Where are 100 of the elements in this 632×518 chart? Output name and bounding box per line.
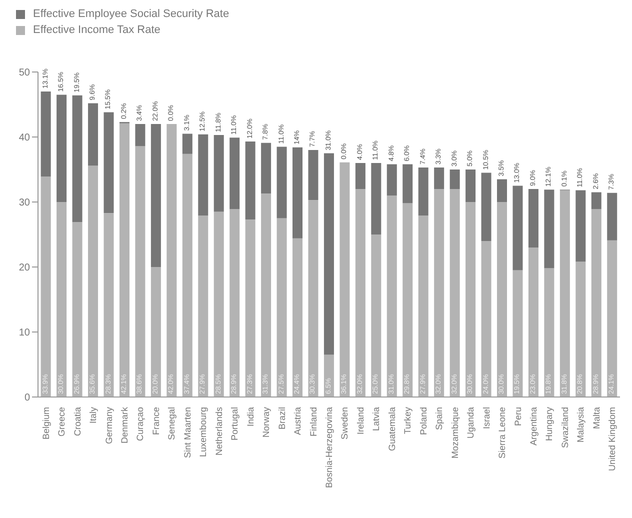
x-tick-label: Guatemala: [386, 407, 397, 452]
bar: [214, 135, 224, 212]
bar: [528, 248, 538, 397]
bar: [496, 202, 507, 397]
bar: [261, 142, 272, 194]
bar: [340, 162, 350, 397]
bar: [607, 240, 618, 397]
bar: [371, 163, 382, 234]
bar: [276, 146, 287, 218]
x-tick-label: Sweden: [340, 407, 350, 440]
bar: [355, 163, 366, 189]
x-tick-label: Brazil: [276, 407, 287, 430]
bar: [576, 262, 586, 397]
bar: [402, 164, 413, 204]
x-tick-label: Swaziland: [560, 407, 570, 448]
bar: [402, 203, 413, 397]
y-tick-label: 0: [24, 392, 30, 404]
bar: [512, 186, 523, 270]
x-tick-label: Argentina: [528, 407, 538, 446]
x-tick-label: Finland: [308, 407, 318, 437]
x-tick-label: Greece: [56, 407, 67, 437]
bar: [418, 168, 428, 216]
bar: [450, 170, 460, 189]
bar: [119, 123, 130, 397]
x-tick-label: Mozambique: [450, 407, 460, 459]
bar: [182, 154, 192, 397]
bar: [245, 142, 256, 220]
bar: [150, 267, 161, 397]
bar: [135, 146, 146, 397]
bar: [418, 216, 428, 397]
bar: [72, 95, 82, 222]
bar: [56, 202, 67, 397]
x-tick-label: Belgium: [40, 407, 51, 440]
x-tick-label: India: [245, 407, 256, 427]
bar: [182, 134, 192, 154]
x-tick-label: United Kingdom: [607, 407, 618, 472]
bar: [230, 138, 240, 210]
x-tick-label: Poland: [418, 407, 428, 436]
bar: [261, 194, 272, 397]
x-tick-label: Peru: [512, 407, 523, 426]
x-tick-label: Luxembourg: [198, 407, 208, 458]
bar: [355, 189, 366, 397]
bar: [40, 176, 51, 397]
x-tick-label: Germany: [104, 406, 114, 444]
x-tick-label: Latvia: [371, 407, 382, 432]
x-tick-label: Ireland: [355, 407, 366, 435]
bar: [88, 166, 98, 397]
bar: [591, 192, 602, 210]
x-tick-label: Sint Maarten: [182, 407, 192, 458]
bar: [560, 190, 570, 397]
bar: [324, 153, 334, 355]
bar: [496, 179, 507, 202]
x-tick-label: France: [150, 407, 161, 436]
y-tick-label: 50: [18, 68, 30, 79]
bar: [166, 124, 177, 397]
bar: [450, 189, 460, 397]
x-tick-label: Bosnia-Herzegovina: [324, 407, 334, 488]
bar: [308, 200, 318, 397]
bar: [386, 164, 397, 196]
bar: [245, 220, 256, 397]
y-tick-label: 20: [18, 262, 30, 274]
bar: [198, 216, 208, 397]
bar: [292, 238, 303, 397]
bar: [104, 213, 114, 397]
x-tick-label: Senegal: [166, 407, 177, 440]
legend-label: Effective Income Tax Rate: [33, 24, 160, 36]
bar: [466, 170, 476, 202]
x-tick-label: Curaçao: [135, 407, 146, 442]
x-tick-label: Sierra Leone: [497, 407, 508, 459]
bar: [466, 202, 476, 397]
x-tick-label: Netherlands: [214, 406, 224, 456]
bar: [434, 168, 444, 189]
y-tick-label: 40: [18, 132, 30, 144]
x-tick-label: Malaysia: [576, 407, 586, 443]
y-tick-label: 10: [18, 328, 30, 339]
x-tick-label: Hungary: [544, 406, 554, 442]
bar: [40, 92, 51, 177]
x-tick-label: Uganda: [466, 407, 476, 439]
bar: [276, 218, 287, 397]
x-tick-label: Turkey: [402, 406, 413, 434]
bar: [591, 209, 602, 397]
bar: [104, 112, 114, 214]
bar: [198, 134, 208, 216]
bar: [434, 189, 444, 397]
legend-label: Effective Employee Social Security Rate: [33, 8, 230, 20]
bar: [56, 94, 67, 202]
y-tick-label: 30: [18, 198, 30, 209]
x-tick-label: Croatia: [72, 407, 82, 436]
bar: [214, 212, 224, 397]
x-tick-label: Denmark: [120, 406, 130, 444]
x-tick-label: Malta: [591, 407, 602, 430]
bar: [386, 196, 397, 397]
bar: [135, 124, 146, 146]
x-tick-label: Spain: [434, 407, 444, 430]
bar: [481, 172, 492, 241]
bar: [544, 190, 554, 268]
bar: [308, 150, 318, 200]
x-tick-label: Italy: [88, 406, 98, 424]
bar: [88, 103, 98, 166]
bar: [292, 147, 303, 238]
